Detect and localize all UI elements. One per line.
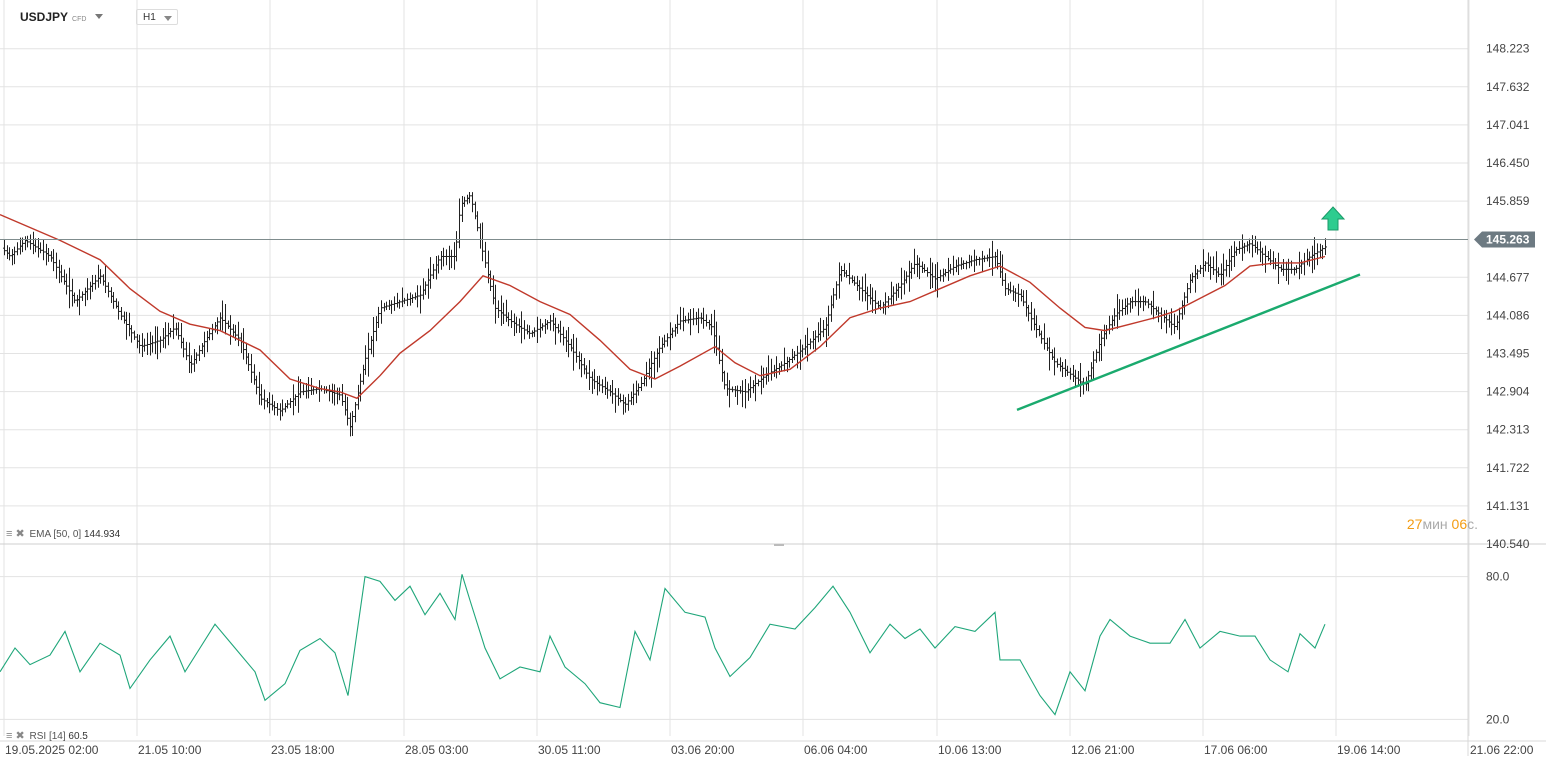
candles (3, 192, 1327, 437)
ema-legend: ≡ ✖ EMA [50, 0] 144.934 (6, 527, 120, 540)
price-tick-label: 148.223 (1486, 42, 1530, 56)
rsi-value: 60.5 (68, 731, 88, 742)
price-tick-label: 146.450 (1486, 156, 1530, 170)
candle-countdown: 27мин 06с. (1407, 516, 1478, 532)
time-tick-label: 06.06 04:00 (804, 743, 868, 757)
price-tick-label: 147.041 (1486, 118, 1530, 132)
price-tick-label: 147.632 (1486, 80, 1530, 94)
price-tick-label: 144.086 (1486, 308, 1530, 322)
price-axis[interactable]: 148.223 147.632 147.041 146.450 145.859 144.6… (1474, 42, 1535, 727)
ema-params: [50, 0] (53, 529, 82, 540)
rsi-line (0, 574, 1326, 716)
rsi-label: RSI (29, 731, 47, 742)
price-tick-label: 144.677 (1486, 270, 1530, 284)
time-tick-label: 30.05 11:00 (538, 743, 601, 757)
time-tick-label: 12.06 21:00 (1071, 743, 1135, 757)
current-price-tag (1474, 231, 1535, 248)
price-tick-label: 141.722 (1486, 461, 1530, 475)
timeframe-selector[interactable]: H1 (136, 9, 178, 25)
overlay (0, 206, 1468, 241)
time-tick-label: 17.06 06:00 (1204, 743, 1268, 757)
countdown-minutes-unit: мин (1422, 516, 1448, 532)
price-tick-label: 142.904 (1486, 385, 1530, 399)
rsi-series (0, 574, 1326, 716)
chevron-down-icon (164, 16, 172, 21)
time-tick-label: 21.06 22:00 (1470, 743, 1534, 757)
price-tick-label: 145.859 (1486, 194, 1530, 208)
rsi-tick-label: 80.0 (1486, 570, 1510, 584)
symbol-selector[interactable]: USDJPY CFD (20, 10, 104, 24)
symbol-type: CFD (72, 16, 87, 23)
price-tick-label: 141.131 (1486, 499, 1530, 513)
rsi-legend: ≡ ✖ RSI [14] 60.5 (6, 729, 88, 742)
ema-value: 144.934 (83, 529, 121, 540)
countdown-seconds-unit: с. (1467, 516, 1478, 532)
ema-line (0, 213, 1326, 400)
timeframe-label: H1 (143, 12, 156, 23)
price-tick-label: 143.495 (1486, 347, 1530, 361)
chevron-down-icon (95, 14, 104, 19)
time-tick-label: 28.05 03:00 (405, 743, 469, 757)
trendline[interactable] (1016, 273, 1361, 412)
time-tick-label: 23.05 18:00 (271, 743, 335, 757)
price-tick-label: 140.540 (1486, 537, 1530, 551)
rsi-params: [14] (48, 731, 66, 742)
price-tick-label: 142.313 (1486, 423, 1530, 437)
countdown-seconds: 06 (1451, 516, 1468, 532)
time-tick-label: 19.06 14:00 (1337, 743, 1401, 757)
time-tick-label: 03.06 20:00 (671, 743, 735, 757)
up-arrow-icon (1320, 206, 1346, 231)
countdown-minutes: 27 (1406, 516, 1423, 532)
ema-label: EMA (29, 529, 51, 540)
symbol-name: USDJPY (20, 10, 69, 24)
current-price-label: 145.263 (1486, 233, 1530, 247)
ema-series (0, 213, 1326, 400)
ema-menu-close-icons[interactable]: ≡ ✖ (6, 528, 25, 540)
time-axis[interactable]: 19.05.2025 02:00 21.05 10:00 23.05 18:00 28… (5, 743, 1534, 757)
support-trendline[interactable] (1016, 273, 1361, 412)
time-tick-label: 19.05.2025 02:00 (5, 743, 99, 757)
chart-toolbar: USDJPY CFD H1 (0, 0, 1546, 34)
time-tick-label: 10.06 13:00 (938, 743, 1002, 757)
rsi-menu-close-icons[interactable]: ≡ ✖ (6, 730, 25, 742)
rsi-tick-label: 20.0 (1486, 712, 1510, 726)
pane-resize-handle[interactable] (774, 544, 784, 546)
time-tick-label: 21.05 10:00 (138, 743, 202, 757)
